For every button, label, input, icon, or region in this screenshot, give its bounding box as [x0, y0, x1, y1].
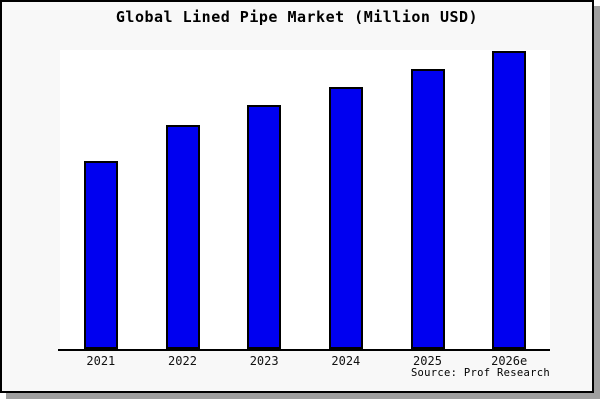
x-tick-label-2023: 2023 [249, 354, 279, 368]
bar-2023 [247, 105, 282, 349]
bar-2022 [165, 125, 200, 349]
bar-2021 [83, 161, 118, 349]
x-axis-line [58, 349, 550, 351]
x-tick-label-2025: 2025 [413, 354, 442, 368]
bar-2026e [492, 51, 527, 349]
x-tick-label-2024: 2024 [331, 354, 361, 368]
chart-frame: Global Lined Pipe Market (Million USD) 2… [0, 0, 594, 393]
x-tick-row: 2021 2022 2023 2024 2025 2026e [2, 2, 592, 391]
x-tick-label-2021: 2021 [86, 354, 116, 368]
bar-2024 [328, 87, 363, 349]
source-credit: Source: Prof Research [410, 367, 550, 379]
x-tick-label-2026e: 2026e [491, 354, 528, 368]
chart-title: Global Lined Pipe Market (Million USD) [115, 8, 479, 26]
x-tick-label-2022: 2022 [168, 354, 197, 368]
bar-2025 [410, 69, 445, 349]
plot-area [60, 50, 550, 349]
